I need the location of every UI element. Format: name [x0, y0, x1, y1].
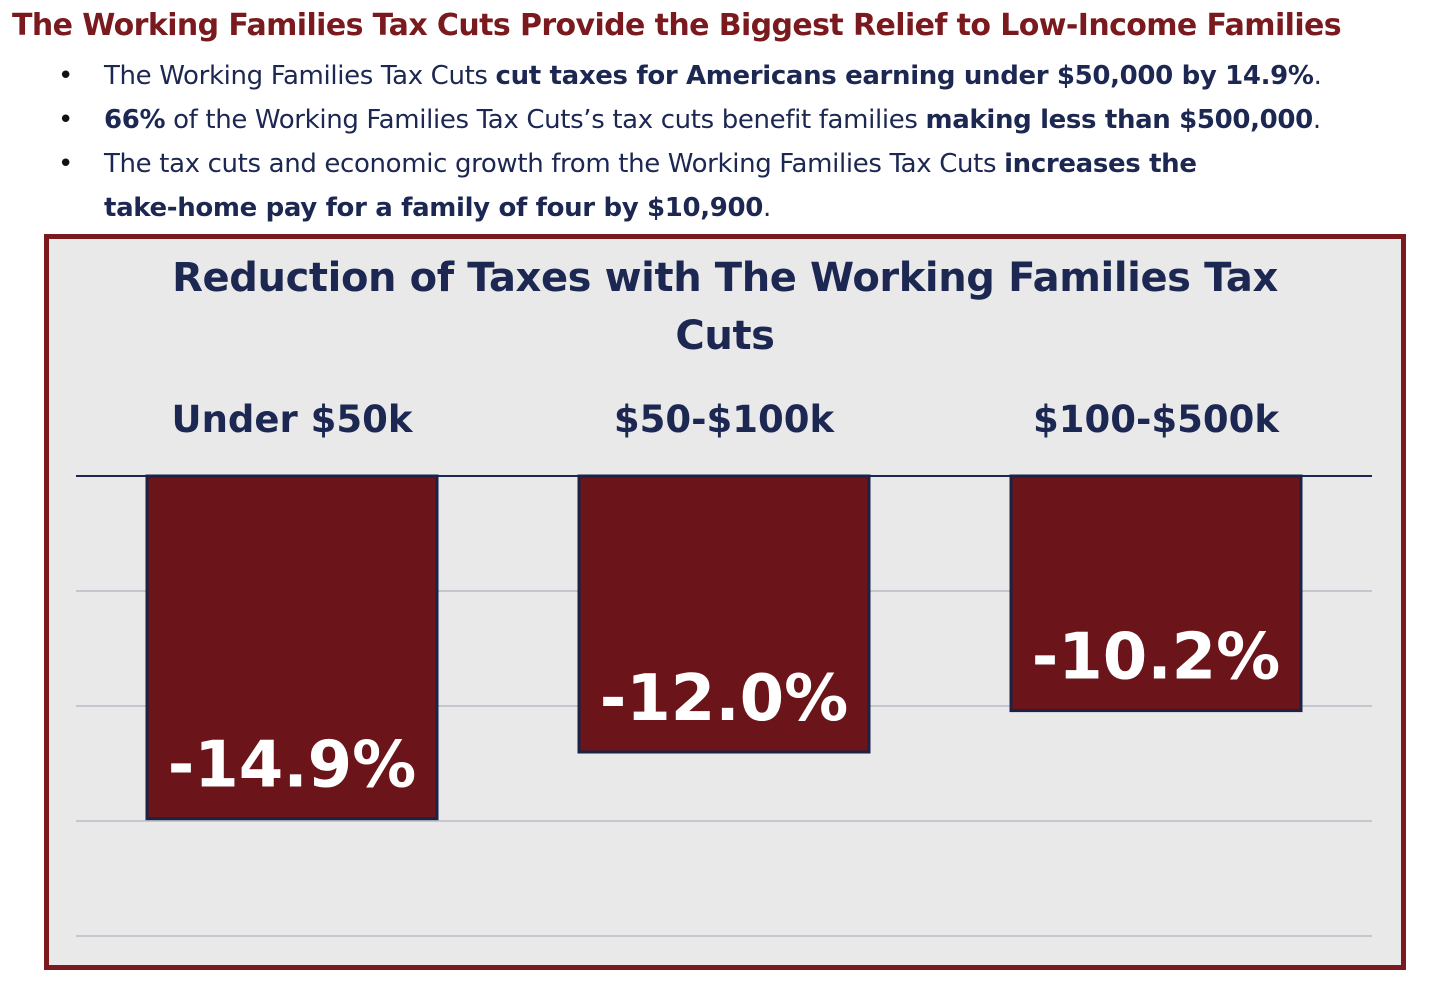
chart-container: Reduction of Taxes with The Working Fami…	[44, 234, 1406, 970]
bullet-item: The tax cuts and economic growth from th…	[52, 142, 1432, 230]
bullet-text: of the Working Families Tax Cuts’s tax c…	[165, 105, 926, 135]
category-label: $50-$100k	[614, 398, 836, 441]
bullet-item: The Working Families Tax Cuts cut taxes …	[52, 54, 1432, 98]
page-headline: The Working Families Tax Cuts Provide th…	[12, 8, 1342, 43]
bullet-list: The Working Families Tax Cuts cut taxes …	[52, 54, 1432, 230]
chart-title-line-2: Cuts	[675, 313, 775, 359]
bullet-emphasis: cut taxes for Americans earning under $5…	[495, 61, 1314, 91]
chart-title-line-1: Reduction of Taxes with The Working Fami…	[172, 255, 1278, 301]
bar	[145, 474, 439, 821]
bar-chart: Under $50k -14.9% $50-$100k -12.0% $100-$500…	[76, 398, 1372, 937]
bullet-text: The tax cuts and economic growth from th…	[104, 149, 1005, 179]
bullet-text: .	[1312, 105, 1321, 135]
bullet-emphasis: making less than $500,000	[925, 105, 1314, 135]
bullet-emphasis: 66%	[104, 105, 166, 135]
bar	[1009, 474, 1303, 713]
bullet-emphasis: take-home pay for a family of four by $1…	[104, 193, 763, 223]
bullet-text: .	[762, 193, 771, 223]
bullet-emphasis: increases the	[1004, 149, 1197, 179]
data-label: -12.0%	[600, 662, 849, 736]
category-label: $100-$500k	[1033, 398, 1280, 441]
category-label: Under $50k	[172, 398, 414, 441]
data-label: -10.2%	[1032, 621, 1281, 695]
bullet-item: 66% of the Working Families Tax Cuts’s t…	[52, 98, 1432, 142]
bullet-text: .	[1313, 61, 1322, 91]
data-label: -14.9%	[168, 729, 417, 803]
bar	[577, 474, 871, 754]
bullet-text: The Working Families Tax Cuts	[104, 61, 496, 91]
chart-title: Reduction of Taxes with The Working Fami…	[49, 249, 1401, 365]
